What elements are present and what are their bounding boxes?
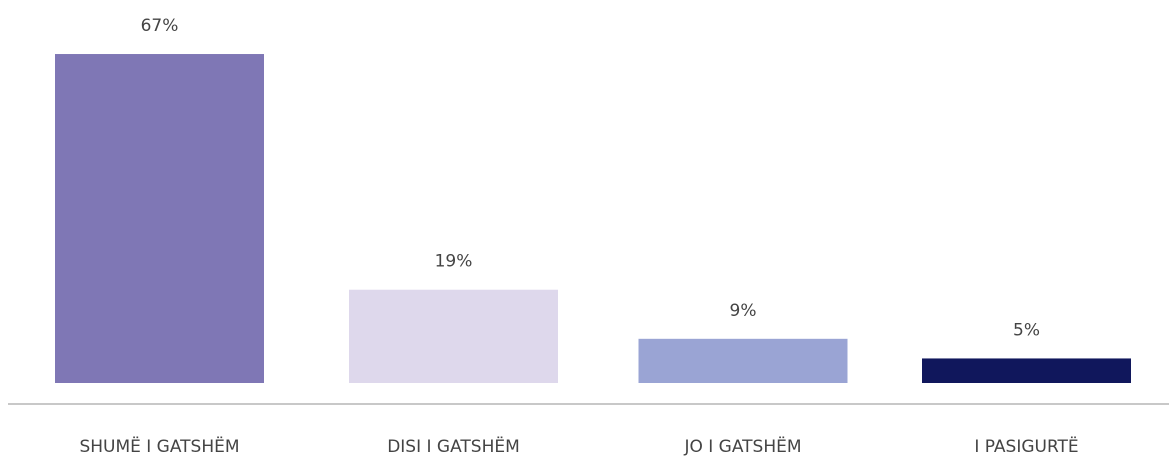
value-label: 19% [435,252,473,272]
bar [349,289,558,383]
x-tick-label: SHUMË I GATSHËM [79,436,239,457]
value-label: 9% [730,301,757,321]
x-tick-label: JO I GATSHËM [683,436,801,457]
x-tick-label: I PASIGURTË [974,436,1078,457]
bar [638,338,848,383]
bar [922,358,1131,383]
bar [55,54,264,383]
x-tick-label: DISI I GATSHËM [387,436,520,457]
value-label: 5% [1013,320,1040,340]
value-label: 67% [141,16,179,36]
